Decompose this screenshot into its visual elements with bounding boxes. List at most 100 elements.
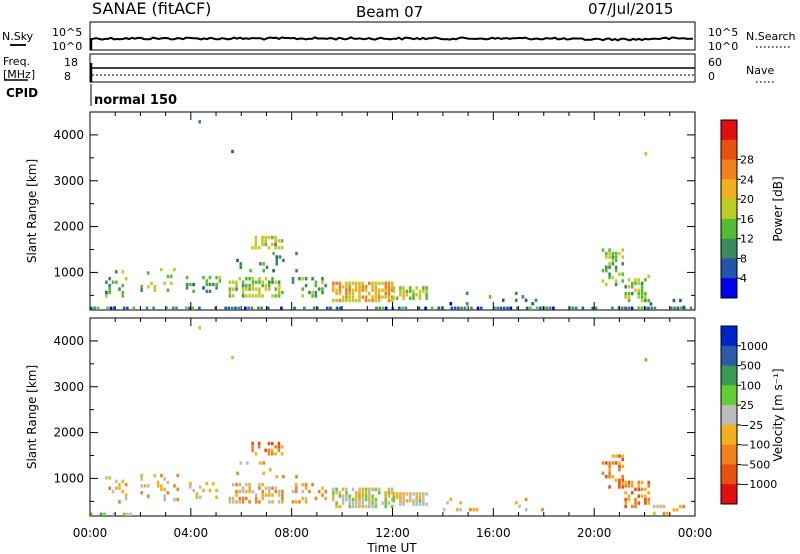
velocity-cell [140,491,143,495]
velocity-cell [405,492,409,496]
power-cell [624,295,627,299]
power-colorbar-tick-label: 20 [740,193,754,206]
velocity-cell [374,501,378,505]
power-cell [634,281,637,285]
power-cell [412,293,415,297]
velocity-cell [374,504,378,509]
velocity-cell [153,473,157,478]
velocity-cell [384,494,387,498]
power-cell [121,290,125,295]
power-cell [354,288,358,292]
power-cell [212,282,215,287]
power-cell [185,282,189,287]
velocity-cell [608,485,611,489]
power-cell [275,258,279,263]
power-cell [384,281,387,285]
velocity-cell [601,471,605,475]
velocity-cell [281,500,284,504]
power-cell [291,277,295,281]
power-colorbar-swatch [721,218,737,240]
power-cell [509,306,513,310]
velocity-cell [264,493,268,497]
velocity-cell [261,483,264,487]
power-cell [387,291,391,296]
power-cell [166,274,170,279]
power-isolated-cell [644,152,648,156]
nave-label: Nave [746,64,774,77]
velocity-isolated-cell [644,358,648,362]
velocity-cell [374,497,378,502]
velocity-cell [601,461,605,465]
velocity-cell [90,512,93,516]
velocity-cell [405,499,409,503]
velocity-cell [621,485,624,489]
cpid-value: normal 150 [94,93,177,108]
velocity-cell [324,489,327,494]
velocity-cell [368,491,371,495]
power-cell [351,288,355,292]
velocity-cell [348,501,351,505]
power-cell [605,282,608,287]
velocity-cell [118,483,121,487]
power-cell [371,288,374,292]
velocity-cell [121,489,125,494]
power-cell [257,306,260,310]
power-cell [235,280,238,284]
power-cell [301,294,305,298]
velocity-cell [391,487,394,491]
power-cell [634,278,637,282]
velocity-cell [212,481,215,486]
velocity-colorbar-tick-label: 500 [740,360,761,373]
velocity-cell [277,445,281,449]
power-cell [345,281,348,285]
power-cell [215,282,218,287]
velocity-cell [335,501,338,505]
velocity-y-axis-label: Slant Range [km] [25,365,39,469]
power-cell [384,295,387,299]
velocity-cell [108,476,111,480]
velocity-colorbar-tick-label: −25 [740,419,763,432]
power-cell [358,295,361,299]
velocity-cell [541,508,544,512]
power-cell [321,287,324,291]
velocity-cell [238,483,242,487]
velocity-cell [304,483,308,487]
power-cell [251,294,255,298]
power-cell [140,285,143,289]
velocity-cell [241,500,245,504]
time-tick-label: 12:00 [375,526,410,540]
power-cell [529,306,532,310]
power-cell [278,255,282,259]
velocity-cell [627,484,631,488]
velocity-cell [195,495,199,499]
power-cell [175,306,178,310]
freq-label-line2: [MHz] [3,68,35,81]
power-cell [271,294,274,298]
power-cell [614,258,618,263]
power-cell [254,239,258,243]
velocity-cell [348,494,351,498]
velocity-cell [215,495,218,499]
velocity-colorbar-tick-label: −1000 [740,478,777,491]
velocity-cell [156,480,160,485]
power-cell [208,282,212,287]
velocity-colorbar-tick-label: 25 [740,399,754,412]
velocity-cell [332,497,335,502]
velocity-cell [624,491,627,495]
velocity-cell [442,508,446,512]
power-cell [280,246,284,250]
power-cell [261,283,264,288]
power-cell [108,283,111,288]
velocity-cell [258,486,261,490]
power-cell [268,280,271,284]
power-cell [314,283,318,288]
velocity-cell [640,494,644,498]
power-cell [417,306,421,310]
velocity-cell [354,504,358,509]
velocity-cell [304,496,308,501]
power-cell [634,288,637,292]
velocity-cell [198,495,202,499]
velocity-colorbar-tick-label: 100 [740,379,761,392]
velocity-cell [291,500,295,504]
power-cell [241,287,245,291]
